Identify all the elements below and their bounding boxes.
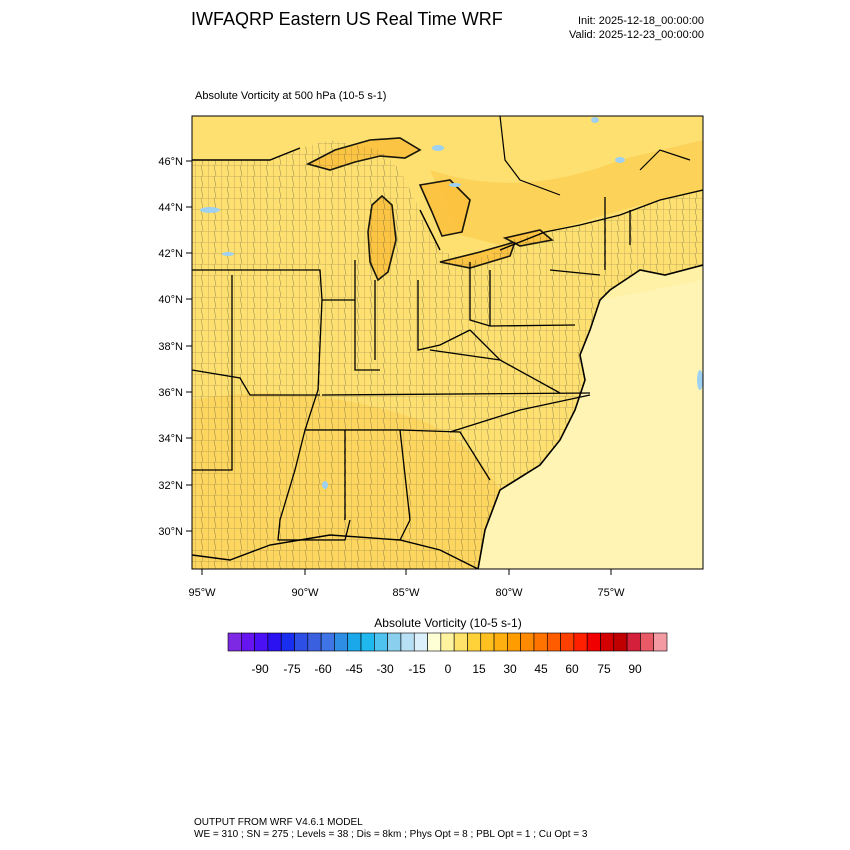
valid-time: Valid: 2025-12-23_00:00:00 [569, 29, 704, 41]
map-field [192, 116, 703, 569]
colorbar-swatch [626, 632, 641, 652]
colorbar-label: 45 [534, 662, 548, 676]
lat-label: 46°N [158, 156, 183, 168]
colorbar-swatch [533, 632, 548, 652]
colorbar-swatch [400, 632, 415, 652]
county-grid [192, 140, 703, 569]
colorbar-swatch [241, 632, 255, 652]
lat-label: 42°N [158, 248, 183, 260]
colorbar-swatch [307, 632, 322, 652]
lat-label: 38°N [158, 341, 183, 353]
lat-label: 32°N [158, 480, 183, 492]
colorbar-label: -90 [251, 662, 269, 676]
colorbar-swatch [586, 632, 601, 652]
colorbar-label: -15 [408, 662, 426, 676]
lat-label: 30°N [158, 526, 183, 538]
water-bodies [200, 117, 703, 489]
state-borders [192, 197, 631, 541]
colorbar-swatch [360, 632, 375, 652]
map-frame [191, 115, 704, 570]
ocean-gradient [478, 280, 703, 569]
colorbar-swatch [267, 632, 282, 652]
colorbar-swatch [427, 632, 442, 652]
colorbar-swatch [560, 632, 575, 652]
colorbar-label: 0 [445, 662, 452, 676]
gulf-coast [192, 534, 479, 569]
footer: OUTPUT FROM WRF V4.6.1 MODEL WE = 310 ; … [194, 817, 587, 841]
colorbar-label: 30 [503, 662, 517, 676]
field-title: Absolute Vorticity at 500 hPa (10-5 s-1) [195, 90, 387, 102]
colorbar-label: 60 [565, 662, 579, 676]
page-title: IWFAQRP Eastern US Real Time WRF [191, 9, 503, 29]
colorbar-swatch [613, 632, 628, 652]
colorbar-swatch [294, 632, 309, 652]
colorbar-swatch [440, 632, 455, 652]
colorbar-label: 75 [597, 662, 611, 676]
colorbar-swatch [653, 632, 668, 652]
colorbar [227, 632, 668, 652]
lat-label: 40°N [158, 294, 183, 306]
colorbar-label: 15 [472, 662, 486, 676]
lon-label: 75°W [597, 587, 625, 599]
init-time: Init: 2025-12-18_00:00:00 [578, 15, 704, 27]
colorbar-swatch [480, 632, 495, 652]
lon-label: 80°W [495, 587, 523, 599]
colorbar-swatch [573, 632, 588, 652]
lat-label: 34°N [158, 433, 183, 445]
colorbar-swatch [374, 632, 388, 652]
colorbar-swatch [520, 632, 535, 652]
colorbar-swatch [413, 632, 428, 652]
colorbar-swatch [493, 632, 508, 652]
colorbar-swatch [254, 632, 269, 652]
lon-label: 90°W [291, 587, 319, 599]
warm-band [430, 140, 703, 245]
colorbar-label: 90 [628, 662, 642, 676]
colorbar-swatch [347, 632, 362, 652]
footer-config-line: WE = 310 ; SN = 275 ; Levels = 38 ; Dis … [194, 829, 588, 840]
colorbar-swatch [334, 632, 349, 652]
colorbar-swatch [227, 632, 242, 652]
canada-borders [499, 116, 691, 196]
coastline [477, 264, 703, 569]
run-info: Init: 2025-12-18_00:00:00 Valid: 2025-12… [569, 14, 704, 42]
footer-model-line: OUTPUT FROM WRF V4.6.1 MODEL [194, 817, 363, 828]
colorbar-swatch [507, 632, 521, 652]
colorbar-label: -60 [314, 662, 332, 676]
colorbar-label: -75 [283, 662, 301, 676]
colorbar-swatch [320, 632, 335, 652]
colorbar-swatch [387, 632, 402, 652]
colorbar-swatch [467, 632, 482, 652]
lat-label: 36°N [158, 387, 183, 399]
colorbar-label: -45 [345, 662, 363, 676]
colorbar-swatch [600, 632, 615, 652]
lon-label: 95°W [188, 587, 216, 599]
colorbar-swatch [453, 632, 468, 652]
lake-huron [418, 179, 471, 237]
colorbar-swatch [640, 632, 654, 652]
colorbar-title: Absolute Vorticity (10-5 s-1) [374, 616, 521, 630]
colorbar-label: -30 [376, 662, 394, 676]
longitude-axis: 95°W 90°W 85°W 80°W 75°W [188, 569, 625, 599]
lon-label: 85°W [392, 587, 420, 599]
latitude-axis: 46°N 44°N 42°N 40°N 38°N 36°N 34°N 32°N 30°N [158, 156, 192, 538]
lat-label: 44°N [158, 202, 183, 214]
colorbar-swatch [280, 632, 295, 652]
us-canada-border [192, 147, 703, 251]
colorbar-swatch [546, 632, 561, 652]
colorbar-labels: -90 -75 -60 -45 -30 -15 0 15 30 45 60 75 90 [251, 662, 642, 676]
